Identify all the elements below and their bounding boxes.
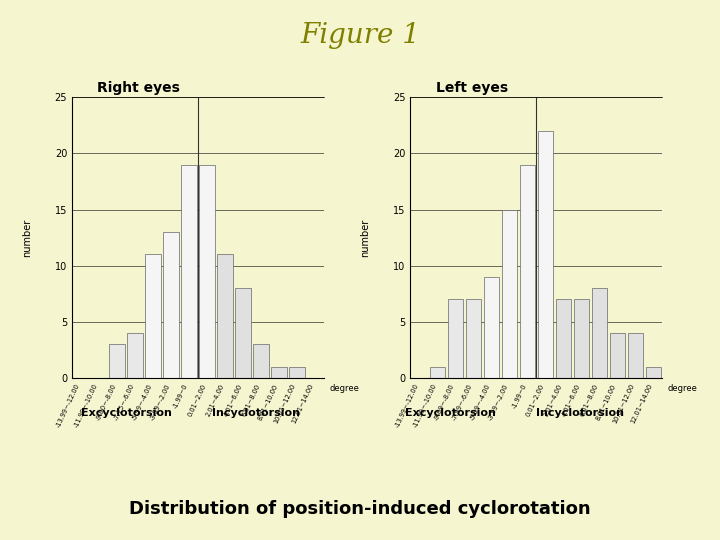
Bar	[163, 232, 179, 378]
Y-axis label: number: number	[360, 219, 370, 256]
Text: Excyclotorsion: Excyclotorsion	[81, 408, 171, 418]
Text: Excyclotorsion: Excyclotorsion	[405, 408, 495, 418]
Bar	[592, 288, 607, 378]
Text: degree: degree	[329, 383, 359, 393]
Bar	[556, 299, 571, 378]
Bar	[538, 131, 553, 378]
Bar	[574, 299, 589, 378]
Bar	[127, 333, 143, 378]
Bar	[628, 333, 643, 378]
Bar	[430, 367, 445, 378]
Bar	[145, 254, 161, 378]
Bar	[502, 210, 517, 378]
Text: Incyclotorsion: Incyclotorsion	[212, 408, 300, 418]
Text: Left eyes: Left eyes	[436, 80, 508, 94]
Bar	[646, 367, 661, 378]
Text: Right eyes: Right eyes	[97, 80, 180, 94]
Bar	[199, 165, 215, 378]
Bar	[181, 165, 197, 378]
Text: Figure 1: Figure 1	[300, 22, 420, 49]
Bar	[610, 333, 625, 378]
Text: Incyclotorsion: Incyclotorsion	[536, 408, 624, 418]
Text: Distribution of position-induced cyclorotation: Distribution of position-induced cycloro…	[129, 501, 591, 518]
Bar	[217, 254, 233, 378]
Bar	[253, 345, 269, 378]
Bar	[520, 165, 535, 378]
Y-axis label: number: number	[22, 219, 32, 256]
Bar	[271, 367, 287, 378]
Bar	[448, 299, 463, 378]
Bar	[466, 299, 481, 378]
Bar	[484, 277, 499, 378]
Text: degree: degree	[667, 383, 697, 393]
Bar	[235, 288, 251, 378]
Bar	[109, 345, 125, 378]
Bar	[289, 367, 305, 378]
